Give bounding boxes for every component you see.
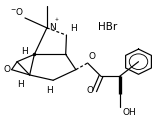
Text: OH: OH [122, 108, 136, 117]
Text: $^{-}$O: $^{-}$O [10, 6, 24, 17]
Text: HBr: HBr [97, 22, 117, 32]
Text: H: H [21, 47, 28, 56]
Text: O: O [86, 86, 93, 95]
Text: H: H [70, 24, 77, 33]
Text: O: O [89, 52, 96, 61]
Text: H: H [46, 86, 53, 95]
Text: $^{+}$: $^{+}$ [54, 18, 59, 24]
Text: H: H [17, 80, 23, 89]
Text: N: N [49, 23, 55, 32]
Text: O: O [3, 65, 10, 74]
